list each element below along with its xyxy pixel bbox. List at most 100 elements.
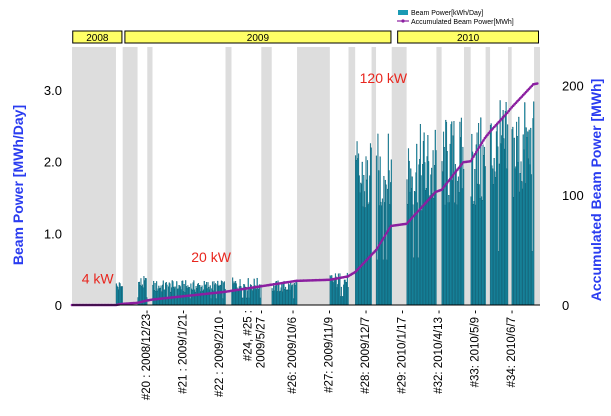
beam-on-period (152, 47, 226, 305)
accumulated-marker (446, 181, 449, 184)
y-tick-label: 1.0 (44, 226, 62, 241)
beam-on-period (329, 47, 349, 305)
legend-bar-swatch (398, 10, 408, 15)
beam-on-period (137, 47, 148, 305)
year-label: 2009 (247, 33, 270, 44)
beam-on-period (115, 47, 123, 305)
daily-beam-bar (390, 159, 392, 306)
y-tick-label: 2.0 (44, 155, 62, 170)
accumulated-marker (456, 168, 459, 171)
accumulated-marker (505, 111, 509, 115)
accumulated-marker (383, 234, 387, 237)
y2-tick-label: 100 (562, 188, 584, 203)
y2-tick-label: 200 (562, 78, 584, 93)
accumulated-beam-power-line (70, 82, 539, 307)
daily-beam-bar (260, 284, 262, 306)
beam-on-period (271, 47, 298, 305)
accumulated-marker (385, 231, 388, 235)
run-label: #21 : 2009/1/21- (178, 310, 190, 394)
year-band (124, 30, 392, 44)
daily-beam-bar (533, 101, 535, 306)
legend-line-marker (401, 19, 405, 23)
accumulated-marker (507, 109, 511, 113)
accumulated-marker (480, 141, 484, 145)
power-annotation: 120 kW (360, 70, 408, 86)
daily-beam-bar (463, 168, 465, 306)
accumulated-marker (440, 188, 443, 192)
power-annotation: 20 kW (191, 249, 231, 265)
accumulated-marker (377, 243, 381, 247)
accumulated-marker (476, 148, 480, 151)
y-axis-right-label: Accumulated Beam Power [MWh] (588, 79, 604, 301)
daily-beam-bar (347, 287, 349, 306)
accumulated-marker (386, 229, 390, 233)
run-label: #28: 2009/12/7 - (360, 310, 372, 394)
accumulated-marker (473, 152, 477, 156)
accumulated-marker (460, 162, 464, 166)
run-label: #32: 2010/4/13 - (433, 310, 445, 394)
year-band (397, 30, 540, 44)
y-axis-left-title: Beam Power [MWh/Day] (10, 105, 26, 265)
daily-beam-bar (370, 147, 372, 306)
legend-line-label: Accumulated Beam Power[MWh] (411, 19, 514, 26)
year-band (72, 30, 123, 44)
beam-on-period (231, 47, 262, 305)
accumulated-marker (482, 139, 485, 142)
power-annotation: 4 kW (82, 271, 115, 287)
daily-beam-bar (507, 124, 509, 306)
accumulated-marker (479, 143, 482, 147)
run-label-text: #33: 2010/5/9 - (470, 310, 482, 388)
y-axis-right-title: Accumulated Beam Power [MWh] (588, 79, 604, 301)
accumulated-marker (535, 82, 539, 85)
run-label: #24, #25 :2009/5/27 - (243, 310, 268, 368)
run-label-text: #20 : 2008/12/23- (141, 310, 153, 400)
daily-beam-bar (435, 150, 437, 306)
year-bands: 2008 2009 2010 (72, 30, 540, 44)
y2-tick-label: 0 (562, 298, 569, 313)
run-label-line1: #24, #25 : (243, 310, 255, 361)
accumulated-marker (388, 227, 391, 230)
accumulated-marker (457, 166, 461, 170)
run-label: #27: 2009/11/9 - (324, 310, 336, 393)
daily-beam-bar (296, 282, 298, 306)
accumulated-marker (374, 248, 378, 252)
accumulated-marker (448, 177, 452, 181)
legend: Beam Power[kWh/Day] Accumulated Beam Powe… (397, 10, 514, 26)
accumulated-marker (450, 175, 454, 179)
run-label: #22 : 2009/2/10 - (214, 310, 226, 397)
run-label-text: #34: 2010/6/7 - (506, 310, 518, 388)
accumulated-marker (379, 241, 382, 245)
accumulated-marker (453, 171, 456, 175)
accumulated-marker (469, 159, 472, 163)
run-label: #33: 2010/5/9 - (470, 310, 482, 388)
accumulated-marker (441, 186, 445, 190)
accumulated-marker (380, 239, 384, 242)
accumulated-marker (376, 246, 379, 249)
accumulated-marker (443, 184, 446, 188)
accumulated-marker (472, 155, 475, 158)
run-label-text: #21 : 2009/1/21- (178, 310, 190, 394)
run-labels: #20 : 2008/12/23- #21 : 2009/1/21- #22 : 2… (141, 310, 518, 400)
run-label-line2: 2009/5/27 - (256, 310, 268, 368)
daily-beam-bar (121, 286, 123, 306)
accumulated-marker (470, 157, 474, 161)
accumulated-marker (444, 182, 448, 186)
y-tick-label: 0 (55, 298, 62, 313)
run-label-text: #28: 2009/12/7 - (360, 310, 372, 394)
accumulated-marker (454, 170, 458, 173)
axes: 0 1.0 2.0 3.0 0 100 200 (44, 78, 584, 313)
accumulated-marker (477, 146, 481, 149)
accumulated-marker (447, 179, 451, 182)
run-label: #34: 2010/6/7 - (506, 310, 518, 388)
run-label: #29: 2010/1/17 - (397, 310, 409, 394)
y-axis-left-label: Beam Power [MWh/Day] (10, 105, 26, 265)
run-label-text: #22 : 2009/2/10 - (214, 310, 226, 397)
year-label: 2008 (86, 33, 109, 44)
legend-bar-label: Beam Power[kWh/Day] (411, 10, 483, 17)
run-label-text: #26: 2009/10/6 - (287, 310, 299, 394)
accumulated-marker (459, 164, 462, 168)
year-label: 2010 (457, 33, 480, 44)
run-label: #26: 2009/10/6 - (287, 310, 299, 394)
power-annotations: 4 kW 20 kW 120 kW (82, 70, 408, 287)
